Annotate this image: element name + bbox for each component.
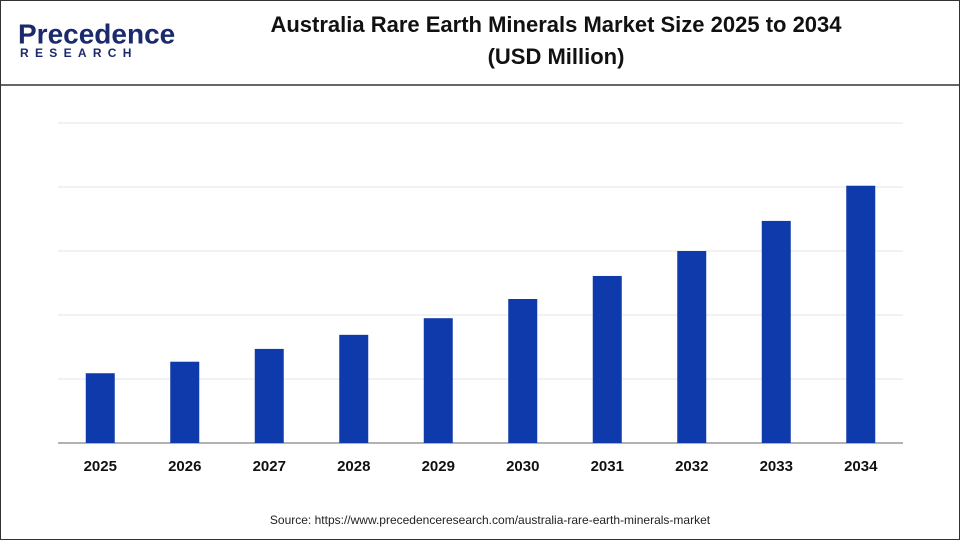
bar [677,251,707,443]
logo: Precedence RESEARCH [18,18,175,60]
source: Source: https://www.precedenceresearch.c… [270,513,711,527]
bar [85,373,115,443]
x-tick-label: 2025 [84,458,117,475]
logo-tagline: RESEARCH [20,46,138,60]
logo-name: Precedence [18,18,175,49]
bar [761,220,791,443]
bar [508,299,538,443]
x-tick-label: 2032 [675,458,708,475]
x-tick-label: 2029 [422,458,455,475]
x-tick-label: 2034 [844,458,878,475]
x-tick-label: 2033 [760,458,793,475]
x-tick-label: 2027 [253,458,286,475]
x-tick-label: 2026 [168,458,201,475]
x-tick-label: 2030 [506,458,539,475]
x-tick-label: 2028 [337,458,370,475]
bar [254,348,284,443]
chart-title: Australia Rare Earth Minerals Market Siz… [270,12,842,37]
bar [170,361,200,443]
bar [423,318,453,443]
x-tick-label: 2031 [591,458,624,475]
chart-subtitle: (USD Million) [488,44,625,69]
bar [339,334,369,443]
bar [846,185,876,443]
bar [592,275,622,443]
